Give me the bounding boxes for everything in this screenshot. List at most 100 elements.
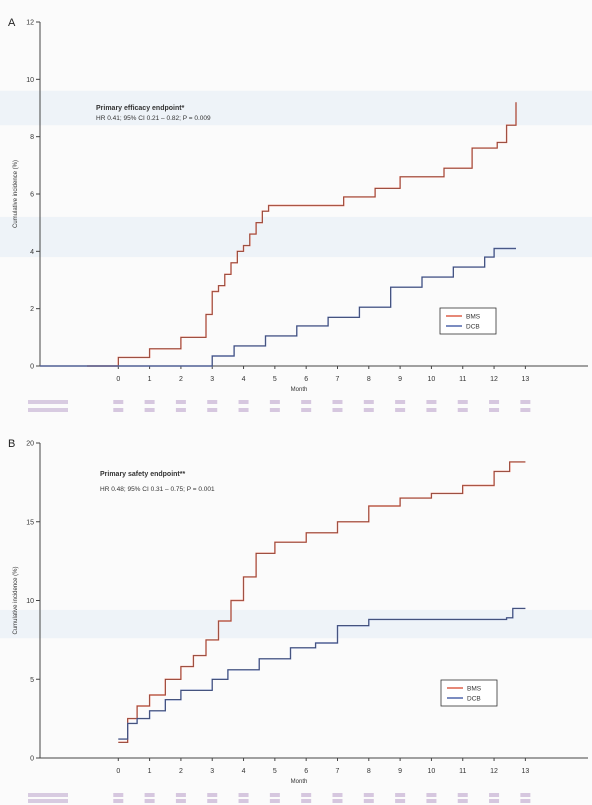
y-tick-label: 5 <box>30 677 34 684</box>
x-tick-label: 6 <box>304 376 308 383</box>
x-tick-label: 11 <box>459 376 466 383</box>
y-axis-title: Cumulative incidence (%) <box>13 160 19 228</box>
x-tick-label: 12 <box>490 376 498 383</box>
x-tick-label: 8 <box>367 376 371 383</box>
y-tick-label: 10 <box>26 598 34 605</box>
risk-cell-mark <box>395 793 406 797</box>
risk-cell-mark <box>207 400 218 404</box>
risk-cell-mark <box>426 799 437 803</box>
risk-cell-mark <box>363 400 374 404</box>
risk-cell-mark <box>489 793 500 797</box>
risk-cell-mark <box>489 408 500 412</box>
risk-cell-mark <box>207 408 218 412</box>
risk-cell-mark <box>457 408 468 412</box>
x-tick-label: 6 <box>304 768 308 775</box>
legend-box <box>439 307 497 335</box>
x-tick-label: 9 <box>398 376 402 383</box>
risk-cell-mark <box>238 799 249 803</box>
risk-cell-mark <box>144 408 155 412</box>
risk-cell-mark <box>238 400 249 404</box>
x-tick-label: 9 <box>398 768 402 775</box>
risk-cell-mark <box>113 408 124 412</box>
x-tick-label: 13 <box>521 768 529 775</box>
risk-cell-mark <box>175 799 186 803</box>
x-tick-label: 3 <box>210 768 214 775</box>
risk-cell-mark <box>113 793 124 797</box>
risk-cell-mark <box>520 400 531 404</box>
y-tick-label: 6 <box>30 192 34 199</box>
risk-cell-mark <box>113 799 124 803</box>
risk-cell-mark <box>332 400 343 404</box>
panel-letter: B <box>8 438 15 450</box>
endpoint-title: Primary efficacy endpoint* <box>96 105 185 112</box>
series-line-shadow-bms <box>87 102 517 367</box>
risk-cell-mark <box>395 400 406 404</box>
x-axis-title: Month <box>291 779 308 785</box>
risk-cell-mark <box>144 793 155 797</box>
series-line-shadow-dcb <box>40 248 516 367</box>
risk-cell-mark <box>113 400 124 404</box>
risk-cell-mark <box>144 799 155 803</box>
risk-cell-mark <box>238 793 249 797</box>
risk-cell-mark <box>520 799 531 803</box>
x-tick-label: 4 <box>242 376 246 383</box>
x-tick-label: 3 <box>210 376 214 383</box>
risk-cell-mark <box>269 408 280 412</box>
x-tick-label: 11 <box>459 768 466 775</box>
hazard-ratio-text: HR 0.41; 95% CI 0.21 – 0.82; P = 0.009 <box>96 115 211 122</box>
x-tick-label: 2 <box>179 376 183 383</box>
x-tick-label: 7 <box>336 768 340 775</box>
risk-row-label-mark <box>28 408 68 412</box>
risk-cell-mark <box>520 793 531 797</box>
x-tick-label: 1 <box>148 768 152 775</box>
hazard-ratio-text: HR 0.48; 95% CI 0.31 – 0.75; P = 0.001 <box>100 486 215 493</box>
series-line-shadow-bms <box>118 461 526 743</box>
risk-row-label-mark <box>28 793 68 797</box>
y-tick-label: 12 <box>26 20 34 27</box>
risk-cell-mark <box>301 408 312 412</box>
background-band <box>0 216 592 258</box>
risk-row-label-mark <box>28 799 68 803</box>
x-tick-label: 0 <box>116 768 120 775</box>
risk-cell-mark <box>457 400 468 404</box>
x-tick-label: 2 <box>179 768 183 775</box>
x-tick-label: 10 <box>428 376 436 383</box>
risk-cell-mark <box>332 799 343 803</box>
legend-label-bms: BMS <box>467 686 482 693</box>
risk-cell-mark <box>395 408 406 412</box>
legend-box <box>440 679 498 707</box>
x-tick-label: 4 <box>242 768 246 775</box>
risk-cell-mark <box>426 400 437 404</box>
y-tick-label: 4 <box>30 249 34 256</box>
background-band <box>0 609 592 639</box>
risk-cell-mark <box>426 408 437 412</box>
y-tick-label: 10 <box>26 77 34 84</box>
risk-cell-mark <box>363 793 374 797</box>
y-tick-label: 2 <box>30 306 34 313</box>
risk-cell-mark <box>301 799 312 803</box>
risk-cell-mark <box>175 793 186 797</box>
x-tick-label: 0 <box>116 376 120 383</box>
y-tick-label: 15 <box>26 519 34 526</box>
y-tick-label: 8 <box>30 134 34 141</box>
risk-cell-mark <box>489 799 500 803</box>
risk-cell-mark <box>489 400 500 404</box>
x-tick-label: 10 <box>428 768 436 775</box>
risk-cell-mark <box>301 793 312 797</box>
legend-label-dcb: DCB <box>466 324 480 331</box>
risk-cell-mark <box>207 793 218 797</box>
risk-cell-mark <box>269 793 280 797</box>
x-tick-label: 1 <box>148 376 152 383</box>
series-line-dcb <box>40 247 516 367</box>
risk-cell-mark <box>363 408 374 412</box>
risk-cell-mark <box>175 408 186 412</box>
risk-cell-mark <box>395 799 406 803</box>
legend-label-dcb: DCB <box>467 696 481 703</box>
y-tick-label: 0 <box>30 364 34 371</box>
x-tick-label: 5 <box>273 768 277 775</box>
risk-cell-mark <box>457 793 468 797</box>
risk-cell-mark <box>238 408 249 412</box>
